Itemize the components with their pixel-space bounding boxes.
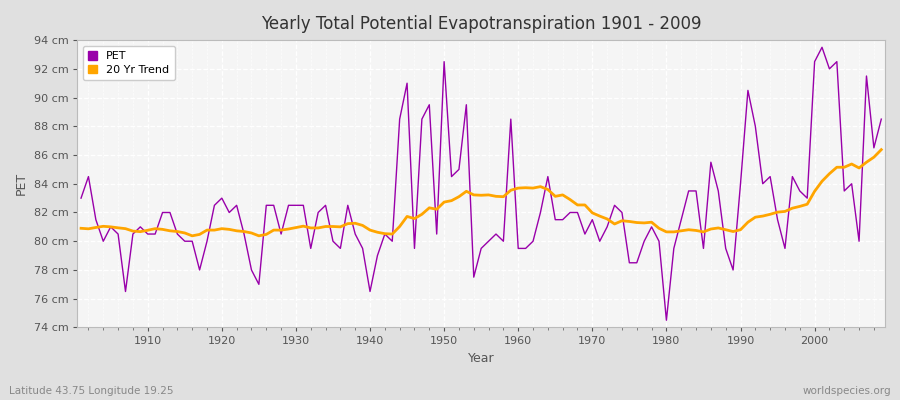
Y-axis label: PET: PET <box>15 172 28 195</box>
20 Yr Trend <box>350 221 361 226</box>
20 Yr Trend <box>305 226 316 230</box>
PET <box>816 45 827 50</box>
Line: 20 Yr Trend: 20 Yr Trend <box>81 150 881 236</box>
Text: worldspecies.org: worldspecies.org <box>803 386 891 396</box>
X-axis label: Year: Year <box>468 352 494 365</box>
PET <box>76 196 86 200</box>
20 Yr Trend <box>876 147 886 152</box>
20 Yr Trend <box>520 185 531 190</box>
PET <box>342 203 353 208</box>
PET <box>298 203 309 208</box>
20 Yr Trend <box>76 226 86 231</box>
20 Yr Trend <box>609 222 620 226</box>
PET <box>602 224 613 229</box>
20 Yr Trend <box>513 186 524 190</box>
PET <box>876 117 886 122</box>
Title: Yearly Total Potential Evapotranspiration 1901 - 2009: Yearly Total Potential Evapotranspiratio… <box>261 15 701 33</box>
PET <box>135 224 146 229</box>
20 Yr Trend <box>135 229 146 234</box>
PET <box>513 246 524 251</box>
Line: PET: PET <box>81 47 881 320</box>
Text: Latitude 43.75 Longitude 19.25: Latitude 43.75 Longitude 19.25 <box>9 386 174 396</box>
PET <box>506 117 517 122</box>
Legend: PET, 20 Yr Trend: PET, 20 Yr Trend <box>83 46 175 80</box>
20 Yr Trend <box>187 234 198 238</box>
PET <box>661 318 671 323</box>
